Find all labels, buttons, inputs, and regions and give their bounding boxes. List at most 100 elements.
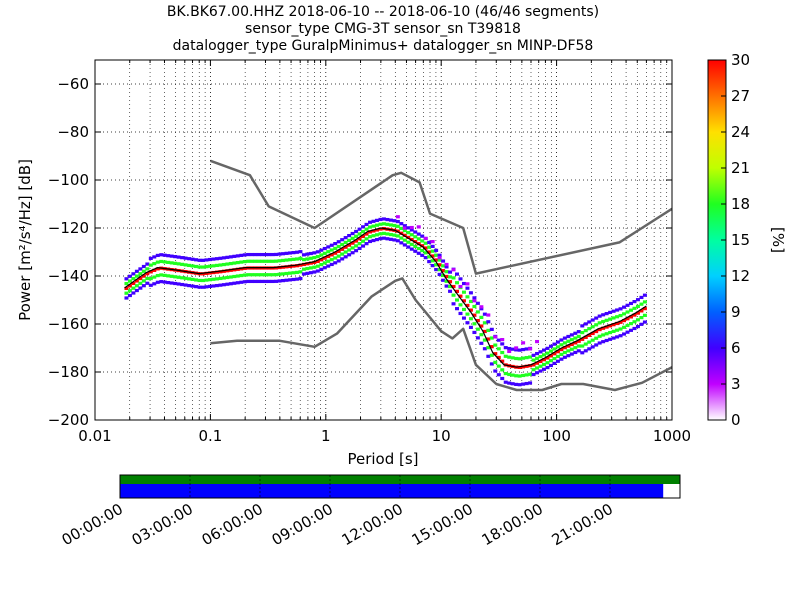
density-cell (343, 245, 348, 249)
density-cell (274, 259, 279, 263)
density-cell (594, 329, 599, 334)
density-cell-outlier (444, 262, 449, 267)
density-cell (608, 330, 613, 335)
density-cell (374, 228, 379, 232)
density-cell (503, 371, 508, 376)
density-cell (451, 302, 456, 306)
density-cell (461, 281, 466, 286)
density-cell (402, 224, 407, 228)
density-cell (232, 281, 237, 285)
density-cell (260, 259, 265, 263)
density-cell (214, 283, 219, 288)
density-cell (155, 273, 160, 278)
density-cell (263, 252, 268, 257)
density-cell-outlier (465, 282, 470, 286)
density-cell (308, 271, 313, 275)
density-cell (395, 239, 400, 243)
density-cell (409, 247, 414, 251)
density-cell (409, 228, 414, 232)
density-cell (347, 248, 352, 252)
density-cell (326, 259, 331, 263)
density-cell (347, 233, 352, 238)
density-cell (141, 279, 146, 283)
density-cell (294, 257, 299, 261)
density-cell (298, 256, 303, 260)
density-cell (214, 270, 219, 274)
density-cell (479, 324, 484, 328)
density-cell (190, 284, 195, 288)
density-cell (180, 256, 185, 260)
density-cell (315, 269, 320, 273)
density-cell (615, 321, 620, 326)
density-cell (559, 357, 564, 361)
density-cell (343, 236, 348, 240)
density-cell (194, 258, 199, 262)
density-cell (312, 265, 317, 269)
density-cell (587, 340, 592, 344)
density-cell (211, 270, 216, 275)
density-cell (228, 261, 233, 266)
density-cell (246, 279, 251, 284)
density-cell (461, 299, 466, 303)
density-cell (145, 281, 150, 285)
psd-density-cells (124, 215, 647, 387)
density-cell (381, 222, 386, 226)
density-cell (361, 230, 366, 234)
density-cell (343, 250, 348, 254)
density-cell (615, 308, 620, 312)
density-cell (173, 281, 178, 286)
colorbar-tick-label: 9 (731, 303, 741, 321)
density-cell (333, 246, 338, 251)
density-cell (406, 231, 411, 235)
density-cell (228, 255, 233, 259)
density-cell (277, 265, 282, 270)
density-cell (131, 291, 136, 295)
density-cell (576, 334, 581, 339)
density-cell (141, 264, 146, 269)
density-cell (333, 256, 338, 260)
density-cell (127, 289, 132, 293)
density-cell (378, 232, 383, 236)
density-cell (246, 252, 251, 257)
density-cell (214, 277, 219, 281)
density-cell (343, 255, 348, 259)
density-cell (622, 332, 627, 336)
density-cell (615, 328, 620, 332)
density-cell (315, 255, 320, 259)
density-cell (517, 357, 522, 361)
density-cell (489, 345, 494, 349)
density-cell (249, 259, 254, 263)
density-cell (232, 274, 237, 279)
density-cell (496, 355, 501, 360)
density-cell-outlier (486, 313, 491, 317)
density-cell (455, 289, 460, 293)
density-cell (448, 280, 453, 284)
density-cell (274, 266, 279, 270)
density-cell (169, 274, 174, 278)
density-cell (493, 352, 498, 356)
density-cell (413, 235, 418, 239)
density-cell (354, 239, 359, 243)
density-cell (489, 353, 494, 357)
density-cell (517, 365, 522, 370)
density-cell (319, 248, 324, 252)
density-cell (475, 301, 480, 305)
density-cell (329, 262, 334, 267)
density-cell (559, 338, 564, 342)
time-tick-label: 09:00:00 (269, 500, 336, 549)
density-cell-outlier (451, 268, 456, 272)
density-cell (305, 262, 310, 266)
density-cell (176, 275, 181, 279)
density-cell (350, 241, 355, 245)
density-cell (528, 381, 533, 385)
density-cell (239, 260, 244, 264)
density-cell (364, 232, 369, 236)
density-cell (562, 341, 567, 345)
density-cell (183, 276, 188, 280)
density-cell (235, 281, 240, 285)
density-cell (263, 259, 268, 263)
density-cell (319, 262, 324, 267)
density-cell (444, 274, 449, 279)
coverage-bar: 00:00:00 03:00:00 06:00:00 09:00:00 12:00:00… (59, 474, 681, 549)
density-cell (517, 383, 522, 387)
